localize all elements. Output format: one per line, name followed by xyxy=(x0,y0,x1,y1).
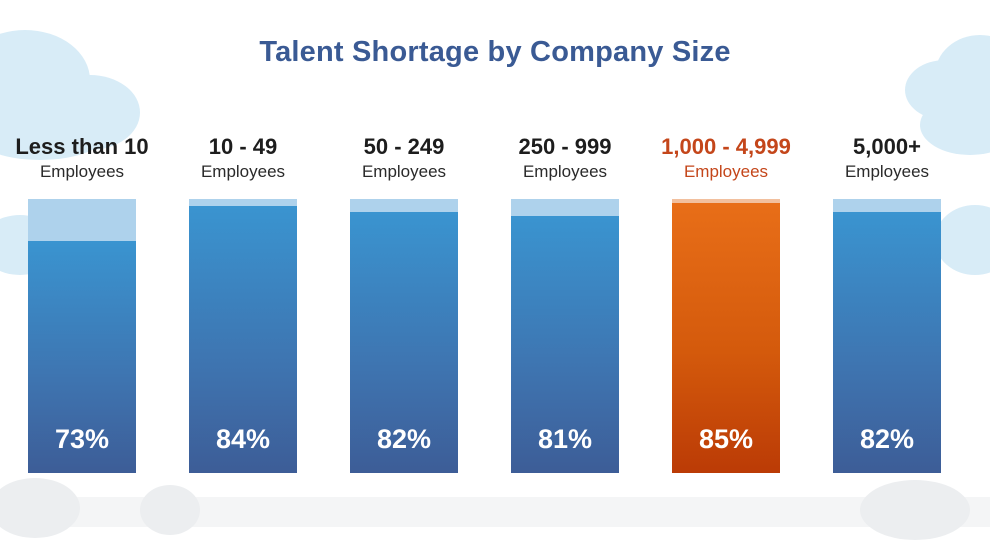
data-label: 73% xyxy=(54,424,110,454)
category-sublabel: Employees xyxy=(361,162,447,181)
chart-title: Talent Shortage by Company Size xyxy=(259,36,731,68)
category-sublabel: Employees xyxy=(200,162,286,181)
category-sublabel: Employees xyxy=(39,162,125,181)
bar-track xyxy=(28,199,136,473)
data-label: 82% xyxy=(859,424,915,454)
category-label: 250 - 999 xyxy=(518,134,612,159)
bar-column: 1,000 - 4,999 Employees 85% xyxy=(661,0,791,527)
bar xyxy=(833,212,941,473)
category-label: 50 - 249 xyxy=(363,134,445,159)
category-label: 1,000 - 4,999 xyxy=(661,134,791,159)
category-sublabel: Employees xyxy=(683,162,769,181)
bar-column: Less than 10 Employees 73% xyxy=(15,0,149,527)
bar xyxy=(350,212,458,473)
category-label: 5,000+ xyxy=(853,134,921,159)
category-sublabel: Employees xyxy=(522,162,608,181)
bar-column: 50 - 249 Employees 82% xyxy=(350,0,458,527)
cloud-decoration xyxy=(935,205,990,275)
bar-column: 5,000+ Employees 82% xyxy=(833,0,941,527)
bar-column: 250 - 999 Employees 81% xyxy=(511,0,619,527)
cloud-decoration xyxy=(0,100,110,160)
bar-track xyxy=(511,199,619,473)
bar xyxy=(28,241,136,473)
data-label: 82% xyxy=(376,424,432,454)
bar-track xyxy=(672,199,780,473)
category-label: 10 - 49 xyxy=(208,134,278,159)
category-label: Less than 10 xyxy=(15,134,149,159)
data-label: 84% xyxy=(215,424,271,454)
bar-track xyxy=(189,199,297,473)
data-label: 85% xyxy=(698,424,754,454)
bar-track xyxy=(833,199,941,473)
bar xyxy=(511,216,619,473)
bar-column: 10 - 49 Employees 84% xyxy=(189,0,297,527)
data-label: 81% xyxy=(537,424,593,454)
bar-track xyxy=(350,199,458,473)
category-sublabel: Employees xyxy=(844,162,930,181)
bar xyxy=(189,206,297,473)
bar xyxy=(672,203,780,473)
